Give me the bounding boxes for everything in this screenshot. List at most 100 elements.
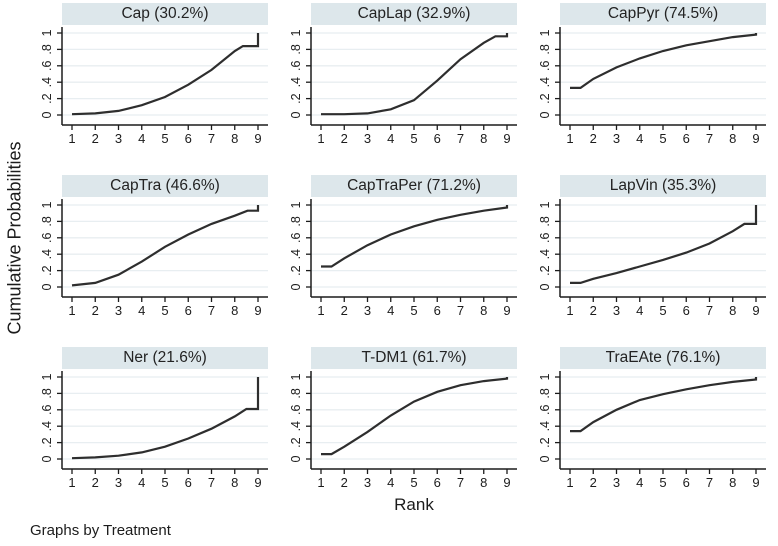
svg-text:5: 5 xyxy=(410,131,417,146)
svg-text:5: 5 xyxy=(659,303,666,318)
svg-text:4: 4 xyxy=(387,303,394,318)
svg-text:.2: .2 xyxy=(538,93,552,103)
svg-text:8: 8 xyxy=(729,303,736,318)
panel-tdm1: T-DM1 (61.7%) 0 .2 .4 .6 .8 1 1 2 3 4 5 6 7 8 9 xyxy=(277,347,523,493)
svg-text:.8: .8 xyxy=(40,44,54,54)
svg-text:.8: .8 xyxy=(289,216,303,226)
panel-title: Ner (21.6%) xyxy=(62,347,268,369)
panel-title: T-DM1 (61.7%) xyxy=(311,347,517,369)
svg-text:1: 1 xyxy=(538,373,552,380)
plot-captra: 0 .2 .4 .6 .8 1 1 2 3 4 5 6 7 8 9 xyxy=(40,199,268,318)
svg-text:2: 2 xyxy=(590,475,597,490)
svg-text:.4: .4 xyxy=(538,77,552,87)
plot-traeate: 0 .2 .4 .6 .8 1 1 2 3 4 5 6 7 8 9 xyxy=(538,371,766,490)
svg-text:1: 1 xyxy=(40,373,54,380)
svg-text:7: 7 xyxy=(706,475,713,490)
svg-text:7: 7 xyxy=(457,475,464,490)
svg-text:.8: .8 xyxy=(289,388,303,398)
svg-text:5: 5 xyxy=(161,131,168,146)
svg-text:1: 1 xyxy=(68,303,75,318)
panel-title: CapTraPer (71.2%) xyxy=(311,175,517,197)
svg-text:2: 2 xyxy=(92,475,99,490)
svg-text:3: 3 xyxy=(115,131,122,146)
svg-text:.4: .4 xyxy=(40,421,54,431)
svg-text:.2: .2 xyxy=(289,93,303,103)
svg-text:.8: .8 xyxy=(538,388,552,398)
svg-text:3: 3 xyxy=(613,303,620,318)
svg-text:1: 1 xyxy=(68,131,75,146)
svg-text:2: 2 xyxy=(341,475,348,490)
panel-ner: Ner (21.6%) 0 .2 .4 .6 .8 1 1 2 3 4 5 6 7 8 9 xyxy=(28,347,274,493)
svg-text:9: 9 xyxy=(503,303,510,318)
panel-title: CapPyr (74.5%) xyxy=(560,3,766,25)
svg-text:6: 6 xyxy=(434,303,441,318)
svg-text:.4: .4 xyxy=(40,249,54,259)
svg-text:8: 8 xyxy=(231,303,238,318)
svg-text:6: 6 xyxy=(434,131,441,146)
svg-text:.8: .8 xyxy=(289,44,303,54)
svg-text:0: 0 xyxy=(538,455,552,462)
panel-traeate: TraEAte (76.1%) 0 .2 .4 .6 .8 1 1 2 3 4 5 6 7 8 9 xyxy=(526,347,772,493)
svg-text:3: 3 xyxy=(613,131,620,146)
svg-text:9: 9 xyxy=(254,131,261,146)
svg-text:9: 9 xyxy=(503,475,510,490)
svg-text:.6: .6 xyxy=(289,405,303,415)
svg-text:3: 3 xyxy=(613,475,620,490)
svg-text:7: 7 xyxy=(208,131,215,146)
svg-text:.2: .2 xyxy=(538,437,552,447)
svg-text:2: 2 xyxy=(92,131,99,146)
svg-text:6: 6 xyxy=(434,475,441,490)
svg-text:8: 8 xyxy=(729,131,736,146)
panel-grid: Cap (30.2%) 0 .2 .4 .6 .8 1 1 2 3 4 5 6 7 8 9 CapLap (… xyxy=(28,3,772,493)
svg-text:0: 0 xyxy=(289,111,303,118)
svg-text:1: 1 xyxy=(538,29,552,36)
svg-text:0: 0 xyxy=(289,283,303,290)
svg-text:7: 7 xyxy=(208,475,215,490)
svg-text:3: 3 xyxy=(364,475,371,490)
svg-text:.4: .4 xyxy=(289,249,303,259)
svg-text:9: 9 xyxy=(752,303,759,318)
panel-cappyr: CapPyr (74.5%) 0 .2 .4 .6 .8 1 1 2 3 4 5 6 7 8 9 xyxy=(526,3,772,149)
svg-text:.6: .6 xyxy=(40,61,54,71)
panel-captraper: CapTraPer (71.2%) 0 .2 .4 .6 .8 1 1 2 3 4 5 6 7 8 9 xyxy=(277,175,523,321)
svg-text:1: 1 xyxy=(566,475,573,490)
svg-text:0: 0 xyxy=(40,455,54,462)
panel-title: LapVin (35.3%) xyxy=(560,175,766,197)
plot-lapvin: 0 .2 .4 .6 .8 1 1 2 3 4 5 6 7 8 9 xyxy=(538,199,766,318)
svg-text:2: 2 xyxy=(590,303,597,318)
svg-text:3: 3 xyxy=(364,303,371,318)
svg-text:4: 4 xyxy=(636,303,643,318)
svg-text:.8: .8 xyxy=(538,216,552,226)
svg-text:.6: .6 xyxy=(40,233,54,243)
svg-text:1: 1 xyxy=(68,475,75,490)
svg-text:2: 2 xyxy=(590,131,597,146)
svg-text:.4: .4 xyxy=(538,421,552,431)
svg-text:1: 1 xyxy=(289,201,303,208)
plot-tdm1: 0 .2 .4 .6 .8 1 1 2 3 4 5 6 7 8 9 xyxy=(289,371,517,490)
svg-text:1: 1 xyxy=(566,303,573,318)
svg-text:7: 7 xyxy=(706,303,713,318)
svg-text:6: 6 xyxy=(185,131,192,146)
svg-text:9: 9 xyxy=(254,303,261,318)
svg-text:8: 8 xyxy=(231,131,238,146)
panel-caplap: CapLap (32.9%) 0 .2 .4 .6 .8 1 1 2 3 4 5 6 7 8 9 xyxy=(277,3,523,149)
svg-text:0: 0 xyxy=(289,455,303,462)
svg-text:9: 9 xyxy=(752,475,759,490)
svg-text:1: 1 xyxy=(538,201,552,208)
svg-text:3: 3 xyxy=(115,303,122,318)
svg-text:4: 4 xyxy=(138,303,145,318)
svg-text:.8: .8 xyxy=(40,216,54,226)
svg-text:5: 5 xyxy=(410,303,417,318)
svg-text:8: 8 xyxy=(729,475,736,490)
plot-cappyr: 0 .2 .4 .6 .8 1 1 2 3 4 5 6 7 8 9 xyxy=(538,27,766,146)
svg-text:4: 4 xyxy=(636,131,643,146)
svg-text:1: 1 xyxy=(40,201,54,208)
plot-ner: 0 .2 .4 .6 .8 1 1 2 3 4 5 6 7 8 9 xyxy=(40,371,268,490)
svg-text:3: 3 xyxy=(364,131,371,146)
svg-text:5: 5 xyxy=(161,475,168,490)
svg-text:4: 4 xyxy=(636,475,643,490)
svg-text:5: 5 xyxy=(659,131,666,146)
svg-text:7: 7 xyxy=(706,131,713,146)
x-axis-title: Rank xyxy=(394,495,434,514)
